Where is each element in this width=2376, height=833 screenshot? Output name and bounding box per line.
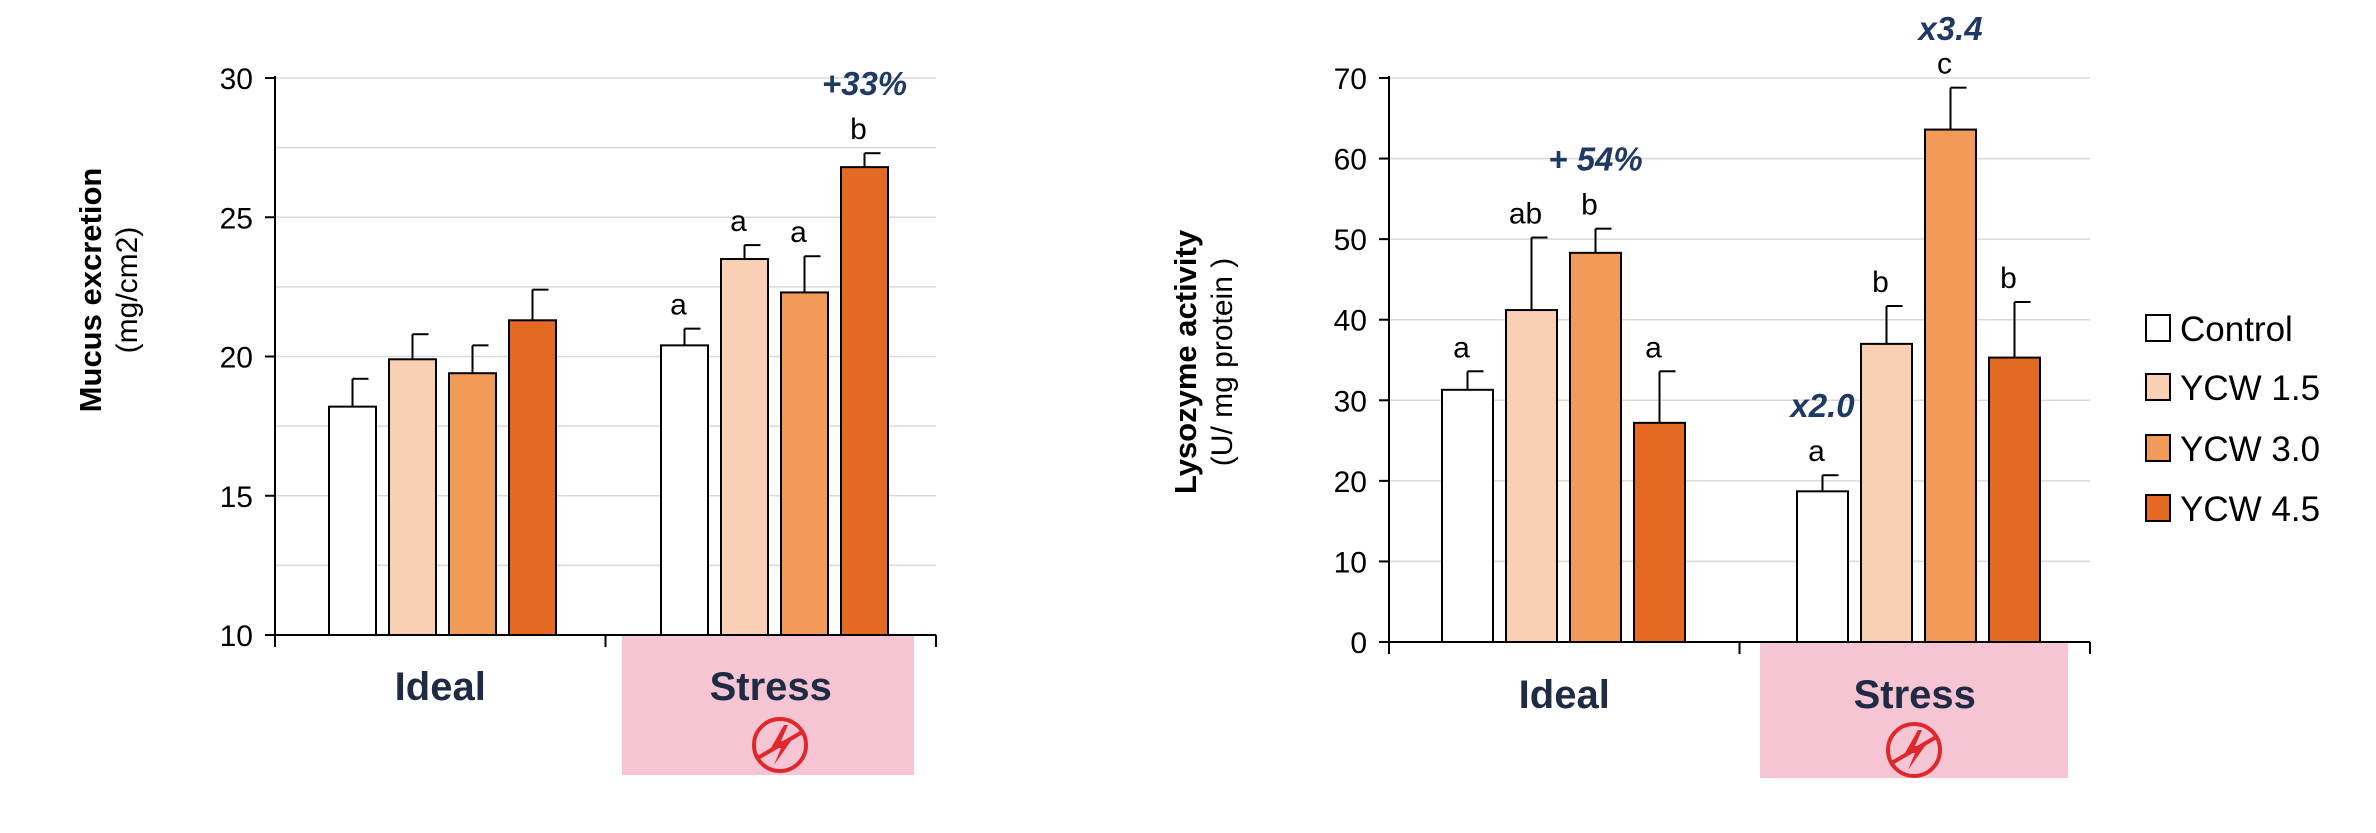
- significance-letter: b: [2000, 262, 2017, 295]
- legend-swatch: [2145, 314, 2171, 342]
- y-tick-label: 15: [220, 481, 253, 514]
- bar-stress-ycw-3-0: [780, 291, 829, 636]
- bar-ideal-control: [1441, 388, 1494, 643]
- category-label-stress: Stress: [1854, 673, 1976, 717]
- legend-item-ycw-3-0: YCW 3.0: [2145, 430, 2320, 469]
- legend-item-control: Control: [2145, 310, 2293, 349]
- category-label-ideal: Ideal: [1519, 673, 1610, 717]
- annotation: + 54%: [1548, 141, 1643, 178]
- mucus-category-labels: Ideal Stress: [395, 665, 832, 709]
- legend-swatch: [2145, 373, 2171, 401]
- legend: Control YCW 1.5 YCW 3.0 YCW 4.5: [2145, 310, 2320, 529]
- significance-letter: ab: [1509, 198, 1542, 231]
- lysozyme-grid: [1389, 77, 2090, 563]
- significance-letter: b: [1872, 266, 1889, 299]
- bar-stress-ycw-4-5: [840, 166, 889, 636]
- legend-label: YCW 3.0: [2180, 430, 2320, 469]
- lysozyme-bars: [1441, 86, 2041, 643]
- y-tick-label: 70: [1334, 63, 1367, 96]
- significance-letter: a: [670, 289, 687, 322]
- bar-ideal-ycw-4-5: [1633, 421, 1686, 643]
- y-tick-label: 40: [1334, 305, 1367, 338]
- bar-ideal-ycw-3-0: [1569, 251, 1622, 643]
- significance-letter: c: [1937, 48, 1952, 81]
- legend-label: YCW 1.5: [2180, 369, 2320, 408]
- lysozyme-annotations: + 54% x2.0 x3.4: [1548, 10, 1982, 424]
- y-tick-label: 20: [220, 342, 253, 375]
- annotation: +33%: [822, 65, 907, 102]
- mucus-tick-labels: 10 15 20 25 30: [220, 63, 253, 653]
- y-tick-label: 20: [1334, 466, 1367, 499]
- y-tick-label: 0: [1350, 627, 1367, 660]
- legend-label: YCW 4.5: [2180, 490, 2320, 529]
- significance-letter: a: [1453, 331, 1470, 364]
- y-tick-label: 10: [1334, 546, 1367, 579]
- mucus-chart: 10 15 20 25 30 Ideal Stress a a a b +33% Mucus e…: [73, 63, 937, 775]
- y-tick-label: 50: [1334, 224, 1367, 257]
- bar-ideal-ycw-1-5: [1505, 309, 1558, 643]
- lysozyme-tick-labels: 0 10 20 30 40 50 60 70: [1334, 63, 1367, 660]
- significance-letter: a: [1808, 435, 1825, 468]
- y-tick-label: 10: [220, 620, 253, 653]
- bar-stress-ycw-3-0: [1924, 128, 1977, 643]
- bar-stress-ycw-4-5: [1988, 356, 2041, 643]
- lysozyme-axes: [1379, 76, 2091, 654]
- bar-ideal-ycw-3-0: [448, 372, 497, 636]
- bar-stress-ycw-1-5: [1860, 342, 1913, 643]
- mucus-bars: [328, 152, 889, 636]
- y-tick-label: 30: [1334, 385, 1367, 418]
- bar-ideal-ycw-4-5: [508, 319, 557, 636]
- annotation: x2.0: [1788, 387, 1855, 424]
- category-label-stress: Stress: [710, 665, 832, 709]
- legend-item-ycw-1-5: YCW 1.5: [2145, 369, 2320, 408]
- bar-ideal-ycw-1-5: [388, 358, 437, 636]
- legend-item-ycw-4-5: YCW 4.5: [2145, 490, 2320, 529]
- mucus-axes: [265, 76, 937, 647]
- stress-icon: [752, 717, 808, 773]
- stress-icon: [1886, 722, 1942, 778]
- significance-letter: a: [1645, 331, 1662, 364]
- significance-letter: a: [790, 216, 807, 249]
- mucus-ylabel: Mucus excretion: [73, 168, 108, 413]
- lysozyme-ylabel: Lysozyme activity: [1168, 229, 1203, 494]
- category-label-ideal: Ideal: [395, 665, 486, 709]
- mucus-significance-letters: a a a b: [670, 113, 867, 321]
- mucus-ylabel-unit: (mg/cm2): [111, 227, 144, 354]
- mucus-annotations: +33%: [822, 65, 907, 102]
- annotation: x3.4: [1916, 10, 1982, 47]
- significance-letter: a: [730, 205, 747, 238]
- legend-swatch: [2145, 434, 2171, 462]
- y-tick-label: 30: [220, 63, 253, 96]
- y-tick-label: 60: [1334, 144, 1367, 177]
- bar-stress-control: [660, 344, 709, 636]
- bar-stress-control: [1796, 490, 1849, 643]
- lysozyme-category-labels: Ideal Stress: [1519, 673, 1976, 717]
- bar-ideal-control: [328, 405, 377, 636]
- significance-letter: b: [850, 113, 867, 146]
- bar-stress-ycw-1-5: [720, 258, 769, 636]
- legend-label: Control: [2180, 310, 2293, 349]
- stress-background: [1760, 642, 2068, 778]
- lysozyme-ylabel-unit: (U/ mg protein ): [1206, 258, 1239, 466]
- significance-letter: b: [1581, 189, 1598, 222]
- y-tick-label: 25: [220, 202, 253, 235]
- legend-swatch: [2145, 494, 2171, 522]
